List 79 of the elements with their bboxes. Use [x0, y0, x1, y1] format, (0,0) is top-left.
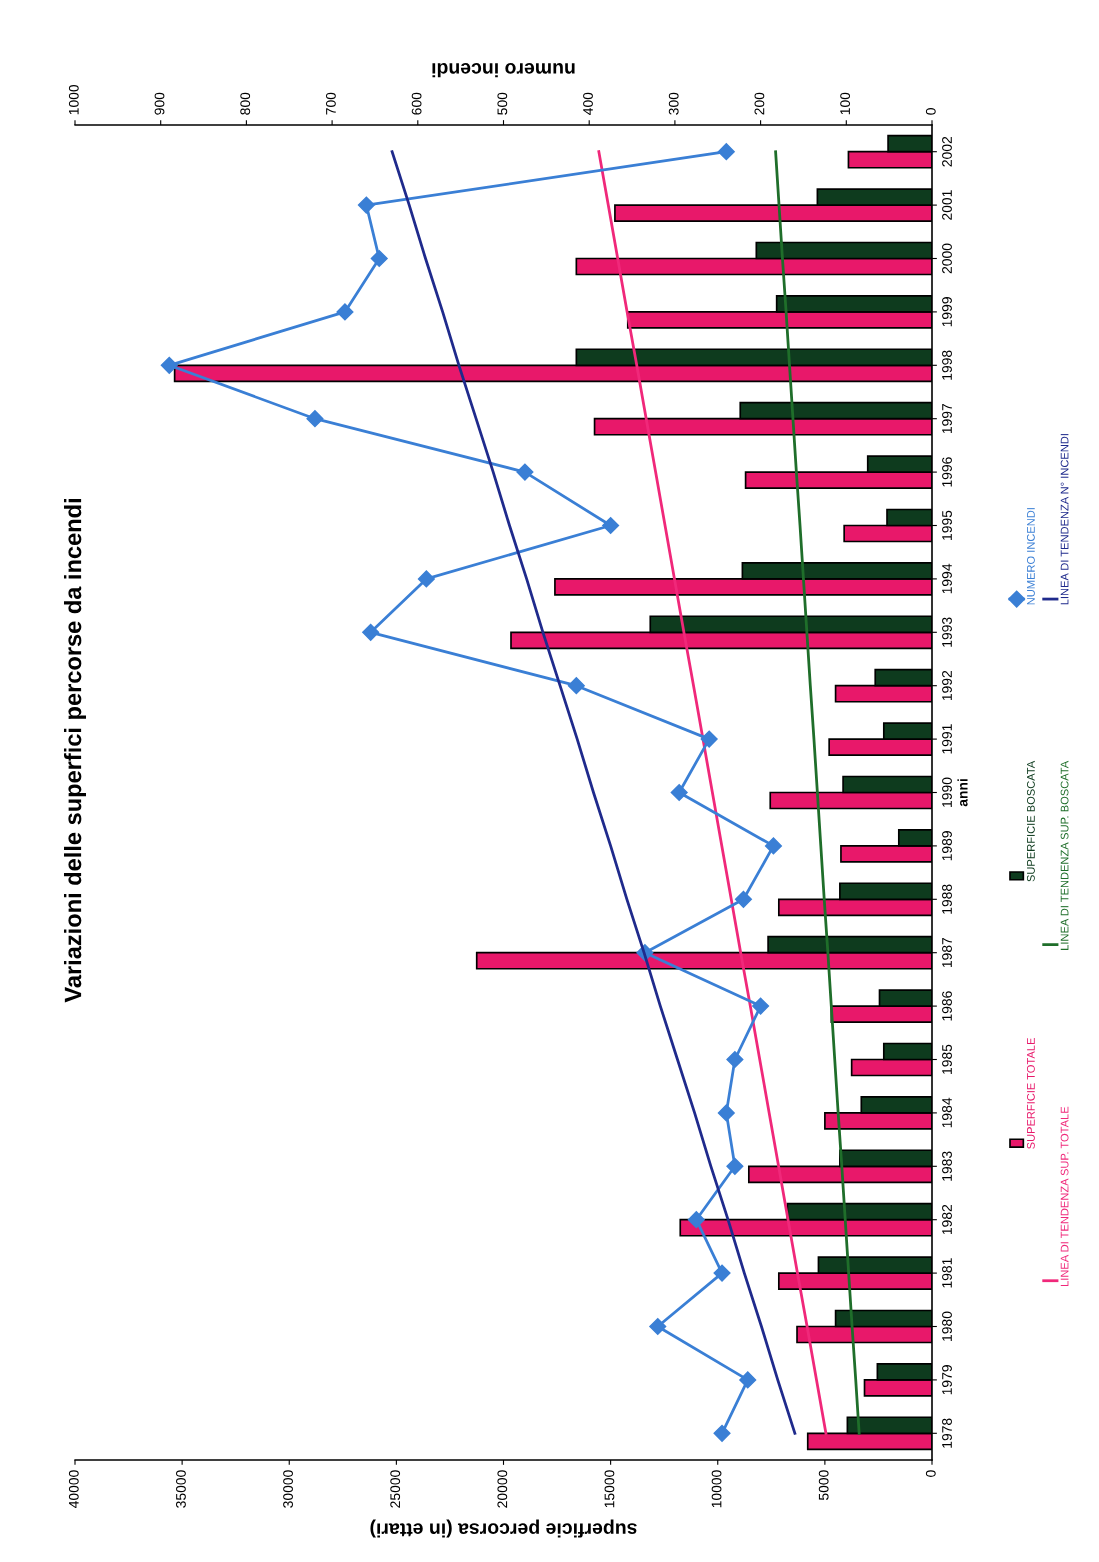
text: LINEA DI TENDENZA SUP. TOTALE — [1060, 1106, 1069, 1287]
x-tick-label: 10000 — [711, 1470, 722, 1508]
y-tick-label: 1994 — [942, 563, 952, 594]
x-tick-label: 20000 — [497, 1470, 508, 1508]
y-tick-label: 2001 — [942, 190, 952, 220]
text: NUMERO INCENDI — [1026, 508, 1035, 605]
point — [567, 677, 585, 695]
point — [336, 303, 354, 321]
x-tick-label: 35000 — [176, 1470, 186, 1508]
x-tick-label: 30000 — [283, 1470, 293, 1508]
point — [739, 1371, 757, 1389]
x2-tick-label: 800 — [240, 92, 251, 115]
y-axis-title: anni — [957, 779, 968, 807]
y-tick-label: 1982 — [942, 1204, 952, 1235]
y-tick-label: 1996 — [942, 457, 952, 487]
text: LINEA DI TENDENZA SUP. BOSCATA — [1060, 760, 1069, 950]
y-tick-label: 1987 — [942, 937, 952, 968]
y-tick-label: 1995 — [942, 510, 952, 540]
point — [713, 1424, 731, 1442]
x-tick-label: 0 — [925, 1470, 936, 1477]
x-tick-label: 40000 — [68, 1470, 79, 1509]
point — [726, 1157, 744, 1175]
x2-tick-label: 100 — [840, 92, 851, 115]
x-tick-label: 25000 — [390, 1470, 401, 1508]
point — [726, 1050, 744, 1069]
point — [713, 1264, 731, 1282]
y-tick-label: 1992 — [942, 670, 952, 701]
y-tick-label: 1988 — [942, 884, 952, 914]
point — [764, 837, 783, 855]
point — [370, 249, 388, 268]
x2-tick-label: 0 — [925, 108, 936, 115]
y-tick-label: 1989 — [942, 831, 952, 861]
y-tick-label: 1979 — [942, 1365, 952, 1395]
y-tick-label: 1997 — [942, 403, 952, 434]
x2-axis-title: numero incendi — [432, 63, 575, 78]
y-tick-label: 1980 — [942, 1311, 952, 1341]
x2-tick-label: 1000 — [68, 84, 79, 115]
point — [752, 997, 770, 1015]
point — [516, 463, 534, 481]
point — [649, 1317, 667, 1336]
y-tick-label: 1985 — [942, 1044, 952, 1074]
point — [717, 1104, 735, 1122]
point — [687, 1211, 705, 1229]
point — [700, 730, 718, 748]
x2-tick-label: 900 — [154, 92, 165, 115]
text: SUPERFICIE BOSCATA — [1026, 760, 1035, 882]
x2-tick-label: 300 — [668, 92, 679, 115]
point — [734, 890, 753, 908]
x2-tick-label: 600 — [411, 92, 422, 115]
point — [417, 570, 435, 588]
y-tick-label: 1991 — [942, 724, 952, 754]
y-tick-label: 2002 — [942, 136, 952, 167]
x2-tick-label: 500 — [497, 92, 508, 115]
point — [306, 410, 324, 428]
x2-tick-label: 700 — [325, 92, 336, 115]
x-tick-label: 15000 — [604, 1470, 615, 1508]
y-tick-label: 1983 — [942, 1151, 952, 1181]
y-tick-label: 1984 — [942, 1097, 952, 1128]
text: LINEA DI TENDENZA N° INCENDI — [1060, 434, 1069, 605]
point — [670, 783, 688, 802]
point — [362, 623, 380, 641]
x-axis-title: superficie percorsa (in ettari) — [370, 1519, 637, 1538]
y-tick-label: 1990 — [942, 777, 952, 807]
point — [602, 516, 620, 535]
y-tick-label: 1993 — [942, 617, 952, 647]
y-tick-label: 1978 — [942, 1418, 952, 1448]
point — [160, 356, 178, 374]
x2-tick-label: 200 — [754, 92, 765, 115]
point — [357, 196, 375, 214]
point — [717, 143, 735, 161]
text: Variazioni delle superfici percorse da incendi — [64, 499, 86, 1003]
y-tick-label: 1981 — [942, 1258, 952, 1288]
y-tick-label: 1986 — [942, 991, 952, 1021]
y-tick-label: 2000 — [942, 243, 952, 274]
y-tick-label: 1999 — [942, 297, 952, 327]
x2-tick-label: 400 — [583, 92, 593, 115]
text: SUPERFICIE TOTALE — [1026, 1038, 1035, 1149]
y-tick-label: 1998 — [942, 350, 952, 380]
x-tick-label: 5000 — [818, 1470, 829, 1501]
